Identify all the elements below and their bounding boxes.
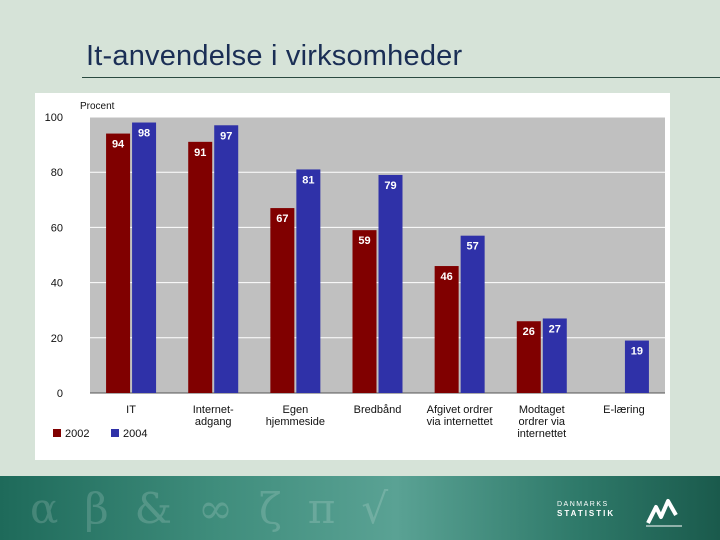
title-divider bbox=[82, 77, 720, 78]
data-label-2002: 91 bbox=[194, 147, 206, 159]
x-tick-label: IT bbox=[126, 404, 136, 416]
x-tick-label: Bredbånd bbox=[354, 404, 402, 416]
bar-2002 bbox=[516, 321, 541, 393]
logo-line-2: STATISTIK bbox=[557, 509, 616, 518]
x-tick-label: Egen bbox=[283, 404, 309, 416]
plot-area bbox=[90, 117, 665, 393]
bar-2004 bbox=[132, 122, 157, 393]
bar-2004 bbox=[214, 125, 239, 393]
x-tick-label: Afgivet ordrer bbox=[427, 404, 493, 416]
bar-2002 bbox=[270, 208, 295, 393]
x-tick-label: ordrer via bbox=[519, 416, 566, 428]
bar-2002 bbox=[352, 230, 377, 393]
x-tick-label: hjemmeside bbox=[266, 416, 325, 428]
data-label-2002: 67 bbox=[276, 213, 288, 225]
bar-2002 bbox=[188, 141, 213, 393]
bar-2002 bbox=[106, 133, 131, 393]
legend-label-2004: 2004 bbox=[123, 428, 147, 440]
footer-decoration: αβ&∞ζπ√ bbox=[30, 484, 415, 533]
data-label-2002: 26 bbox=[523, 326, 535, 338]
data-label-2004: 19 bbox=[631, 346, 643, 358]
logo-wordmark: DANMARKS STATISTIK bbox=[557, 500, 647, 518]
data-label-2002: 46 bbox=[441, 271, 453, 283]
x-tick-label: Modtaget bbox=[519, 404, 565, 416]
slide-title: It-anvendelse i virksomheder bbox=[86, 40, 463, 72]
x-tick-label: internettet bbox=[517, 428, 566, 440]
legend-swatch-2004 bbox=[111, 429, 119, 437]
bar-2004 bbox=[624, 340, 649, 393]
y-axis-label: Procent bbox=[80, 101, 115, 112]
y-tick-label: 60 bbox=[51, 222, 63, 234]
logo-line-1: DANMARKS bbox=[557, 501, 609, 508]
data-label-2002: 94 bbox=[112, 139, 125, 151]
bar-chart: 0 20 40 60 80 100 Procent 94 98 IT 91 97 Internet-ad… bbox=[45, 101, 665, 440]
bar-2004 bbox=[378, 174, 403, 393]
data-label-2002: 59 bbox=[358, 235, 370, 247]
x-tick-label: Internet- bbox=[193, 404, 234, 416]
bar-2004 bbox=[542, 318, 567, 393]
bar-2002 bbox=[434, 266, 459, 393]
bar-2004 bbox=[460, 235, 485, 393]
x-tick-label: E-læring bbox=[603, 404, 645, 416]
bar-2004 bbox=[296, 169, 321, 393]
data-label-2004: 79 bbox=[384, 180, 396, 192]
chart-panel: 0 20 40 60 80 100 Procent 94 98 IT 91 97 Internet-ad… bbox=[35, 93, 670, 460]
legend-label-2002: 2002 bbox=[65, 428, 89, 440]
y-tick-label: 20 bbox=[51, 333, 63, 345]
y-tick-label: 0 bbox=[57, 388, 63, 400]
x-tick-label: via internettet bbox=[427, 416, 493, 428]
y-tick-label: 80 bbox=[51, 167, 63, 179]
y-tick-label: 40 bbox=[51, 278, 63, 290]
data-label-2004: 57 bbox=[467, 241, 479, 253]
statistics-logo-icon bbox=[646, 499, 682, 527]
data-label-2004: 98 bbox=[138, 128, 150, 140]
x-tick-label: adgang bbox=[195, 416, 232, 428]
footer-band: αβ&∞ζπ√ bbox=[0, 476, 720, 540]
data-label-2004: 97 bbox=[220, 130, 232, 142]
legend-swatch-2002 bbox=[53, 429, 61, 437]
data-label-2004: 27 bbox=[549, 323, 561, 335]
y-tick-label: 100 bbox=[45, 112, 63, 124]
data-label-2004: 81 bbox=[302, 174, 314, 186]
